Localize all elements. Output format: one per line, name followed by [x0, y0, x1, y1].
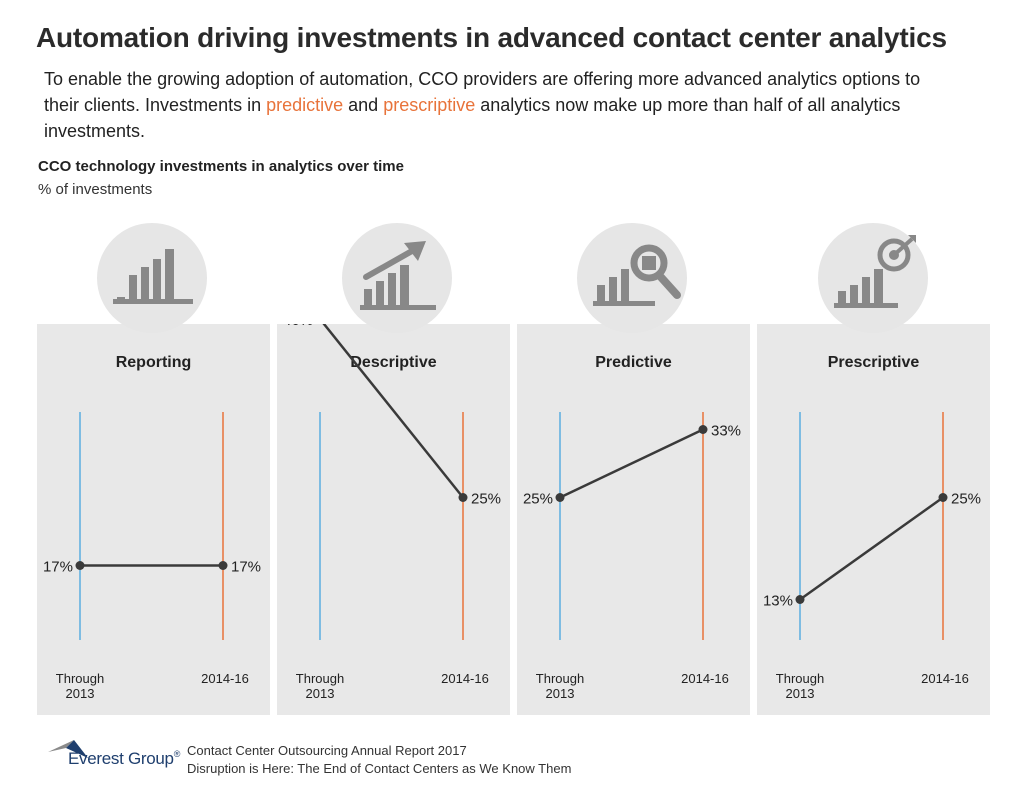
icon-trend-line: [363, 248, 415, 280]
data-point-2014-16: [458, 493, 468, 502]
series-line: [799, 496, 944, 601]
icon-graphic: [113, 249, 193, 304]
icon-trend-arrowhead: [404, 241, 426, 261]
data-label-through-2013: 17%: [43, 559, 73, 576]
icon-graphic: [593, 244, 681, 306]
x-label-line: 2013: [785, 686, 815, 701]
x-label-line: 2013: [65, 686, 95, 701]
icon-magnifier-handle: [655, 271, 681, 299]
panel-title: Predictive: [595, 354, 672, 371]
icon-bar: [165, 249, 174, 299]
slope-chart: 25% 33%: [523, 412, 741, 640]
chart-units: % of investments: [38, 181, 153, 198]
target-chart-icon: [818, 223, 928, 333]
data-label-2014-16: 33%: [711, 423, 741, 440]
icon-target-dart: [892, 237, 914, 257]
icon-bar: [376, 281, 384, 305]
icon-bar: [874, 269, 883, 303]
icon-bar: [593, 301, 655, 306]
data-label-2014-16: 17%: [231, 559, 261, 576]
icon-bar: [609, 277, 617, 301]
data-label-through-2013: 13%: [763, 593, 793, 610]
icon-bar: [153, 259, 161, 299]
icon-magnifier-lens: [630, 244, 668, 282]
x-label-through-2013: Through 2013: [283, 671, 357, 701]
panel-predictive: Predictive 25% 33% Through 2013 2014-16: [517, 324, 750, 715]
data-point-2014-16: [938, 493, 948, 502]
icon-graphic: [834, 235, 916, 308]
x-label-line: Through: [55, 671, 105, 686]
data-point-2014-16: [218, 561, 228, 570]
panel-reporting: Reporting 17% 17% Through 2013 2014-16: [37, 324, 270, 715]
x-label-2014-16: 2014-16: [201, 671, 249, 686]
x-label-line: 2013: [305, 686, 335, 701]
icon-bar: [834, 303, 898, 308]
footer-trademark: ®: [173, 749, 181, 759]
footer-report-subtitle: Disruption is Here: The End of Contact C…: [187, 761, 572, 776]
x-label-line: Through: [535, 671, 585, 686]
slope-chart: 46% 25%: [283, 324, 501, 640]
panel-prescriptive: Prescriptive 13% 25% Through 2013 2014-16: [757, 324, 990, 715]
data-point-through-2013: [555, 493, 565, 502]
x-label-through-2013: Through 2013: [523, 671, 597, 701]
icon-bar: [360, 305, 436, 310]
icon-bar: [364, 289, 372, 305]
trend-up-chart-icon: [342, 223, 452, 333]
page-title: Automation driving investments in advanc…: [36, 22, 947, 53]
icon-target-dart-tail: [908, 235, 916, 243]
footer-report-title: Contact Center Outsourcing Annual Report…: [187, 743, 467, 758]
data-label-through-2013: 25%: [523, 491, 553, 508]
slope-chart: 13% 25%: [763, 412, 981, 640]
x-label-through-2013: Through 2013: [763, 671, 837, 701]
intro-text-3: analytics now make up more than half of …: [44, 95, 901, 141]
icon-bar: [400, 265, 409, 305]
data-label-2014-16: 25%: [471, 491, 501, 508]
icon-bar: [838, 291, 846, 303]
x-label-2014-16: 2014-16: [441, 671, 489, 686]
icon-bar: [621, 269, 629, 301]
intro-highlight-predictive: predictive: [266, 95, 344, 115]
panel-title: Descriptive: [350, 354, 437, 371]
intro-text-1: To enable the growing adoption of automa…: [44, 69, 921, 115]
series-line: [322, 324, 464, 499]
icon-bar: [113, 299, 193, 304]
data-point-through-2013: [795, 595, 805, 604]
x-label-line: Through: [295, 671, 345, 686]
icon-bar: [850, 285, 858, 303]
icon-bar: [388, 273, 396, 305]
icon-graphic: [360, 241, 436, 310]
chart-title: CCO technology investments in analytics …: [38, 158, 404, 175]
icon-bar: [862, 277, 870, 303]
x-label-through-2013: Through 2013: [43, 671, 117, 701]
icon-bar: [141, 267, 149, 299]
icon-bar: [129, 275, 137, 299]
slope-chart: 17% 17%: [43, 412, 261, 640]
x-label-2014-16: 2014-16: [681, 671, 729, 686]
x-label-line: Through: [775, 671, 825, 686]
x-label-2014-16: 2014-16: [921, 671, 969, 686]
intro-text-2: and: [343, 95, 384, 115]
everest-logo-icon: [48, 740, 88, 758]
magnifier-chart-icon: [577, 223, 687, 333]
footer-text: Contact Center Outsourcing Annual Report…: [187, 742, 571, 778]
intro-highlight-prescriptive: prescriptive: [383, 95, 476, 115]
data-point-2014-16: [698, 425, 708, 434]
footer-brand: Everest Group®: [68, 749, 180, 769]
data-label-through-2013: 46%: [283, 324, 313, 329]
icon-magnifier-center: [642, 256, 656, 270]
panel-title: Reporting: [115, 354, 192, 371]
bar-chart-icon: [97, 223, 207, 333]
data-label-2014-16: 25%: [951, 491, 981, 508]
data-point-through-2013: [75, 561, 85, 570]
panel-title: Prescriptive: [827, 354, 920, 371]
icon-bar: [597, 285, 605, 301]
icon-target-ring: [877, 238, 911, 272]
footer-brand-name: Everest Group: [68, 749, 174, 768]
x-label-line: 2013: [545, 686, 575, 701]
series-line: [559, 428, 704, 499]
intro-paragraph: To enable the growing adoption of automa…: [44, 66, 924, 144]
